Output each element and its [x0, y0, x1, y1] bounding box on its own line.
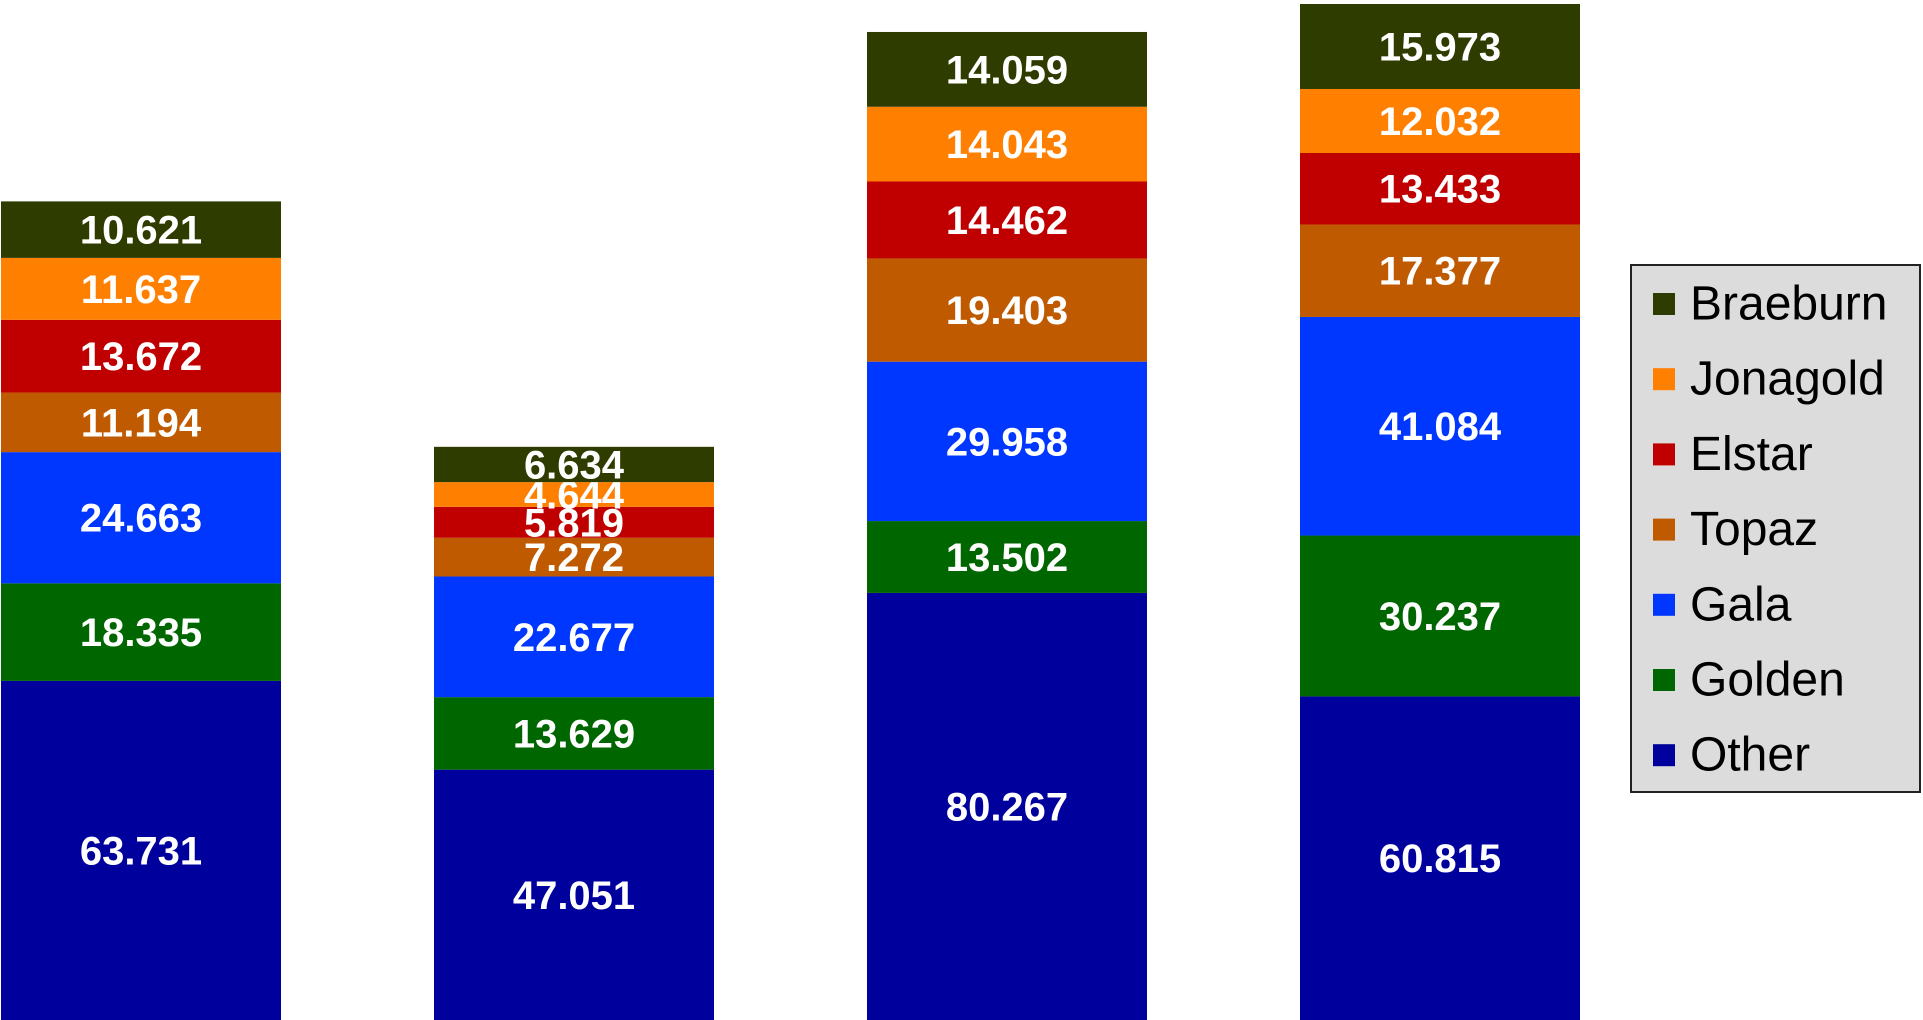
- bar-segment: [867, 106, 1147, 182]
- data-label: 5.819: [524, 501, 624, 545]
- bar-segment: [867, 592, 1147, 1020]
- bar-segment: [434, 576, 714, 698]
- data-label: 13.433: [1379, 168, 1501, 212]
- legend-swatch: [1653, 368, 1675, 391]
- legend-label: Gala: [1690, 578, 1792, 631]
- legend-swatch: [1653, 293, 1675, 315]
- legend-swatch: [1653, 518, 1675, 541]
- data-label: 41.084: [1379, 405, 1502, 449]
- data-label: 24.663: [80, 497, 202, 541]
- data-label: 14.462: [946, 199, 1068, 243]
- data-label: 29.958: [946, 420, 1068, 464]
- bar-segment: [1300, 4, 1580, 89]
- data-label: 15.973: [1379, 25, 1501, 69]
- data-label: 17.377: [1379, 250, 1501, 294]
- bar-segment: [1300, 316, 1580, 536]
- data-label: 7.272: [524, 536, 624, 580]
- data-label: 80.267: [946, 785, 1068, 829]
- data-label: 47.051: [513, 874, 635, 918]
- bar-segment: [1, 201, 281, 258]
- data-label: 6.634: [524, 443, 625, 487]
- bar-segment: [1, 319, 281, 393]
- bar-segment: [1, 257, 281, 320]
- data-label: 14.059: [946, 48, 1068, 92]
- legend-swatch: [1653, 669, 1675, 691]
- data-label: 19.403: [946, 289, 1068, 333]
- bar-segment: [867, 181, 1147, 259]
- data-label: 10.621: [80, 209, 202, 253]
- bar-segment: [1300, 696, 1580, 1020]
- data-label: 12.032: [1379, 100, 1501, 144]
- bar-segment: [1300, 88, 1580, 154]
- data-label: 22.677: [513, 616, 635, 660]
- bar-segment: [434, 769, 714, 1020]
- bar-segment: [867, 258, 1147, 362]
- bar-segment: [867, 31, 1147, 107]
- data-label: 13.502: [946, 536, 1068, 580]
- data-label: 18.335: [80, 611, 202, 655]
- bar-segment: [1300, 153, 1580, 225]
- bar-segment: [434, 697, 714, 770]
- legend-swatch: [1653, 744, 1675, 767]
- legend-label: Topaz: [1690, 503, 1818, 556]
- legend-label: Other: [1690, 729, 1810, 782]
- data-label: 13.672: [80, 335, 202, 379]
- bar-segment: [867, 361, 1147, 522]
- bar-segment: [1, 680, 281, 1020]
- bar-segment: [434, 506, 714, 538]
- bar-segment: [1, 583, 281, 681]
- data-label: 13.629: [513, 712, 635, 756]
- data-label: 30.237: [1379, 595, 1501, 639]
- bar-segment: [1, 392, 281, 453]
- legend-label: Golden: [1690, 654, 1845, 707]
- bar-segment: [434, 446, 714, 483]
- data-label: 60.815: [1379, 837, 1501, 881]
- data-label: 14.043: [946, 123, 1068, 167]
- data-label: 11.637: [81, 268, 201, 312]
- legend-swatch: [1653, 593, 1675, 616]
- bar-segment: [867, 521, 1147, 593]
- bar-segment: [434, 482, 714, 507]
- bar-segment: [1300, 535, 1580, 697]
- legend-label: Elstar: [1690, 428, 1813, 481]
- legend-label: Braeburn: [1690, 278, 1887, 331]
- legend-box: [1630, 264, 1921, 793]
- data-label: 11.194: [81, 401, 202, 445]
- data-label: 63.731: [80, 829, 202, 873]
- bar-segment: [1300, 224, 1580, 317]
- bar-segment: [1, 452, 281, 584]
- legend-label: Jonagold: [1690, 353, 1885, 406]
- legend-swatch: [1653, 443, 1675, 466]
- bar-segment: [434, 537, 714, 577]
